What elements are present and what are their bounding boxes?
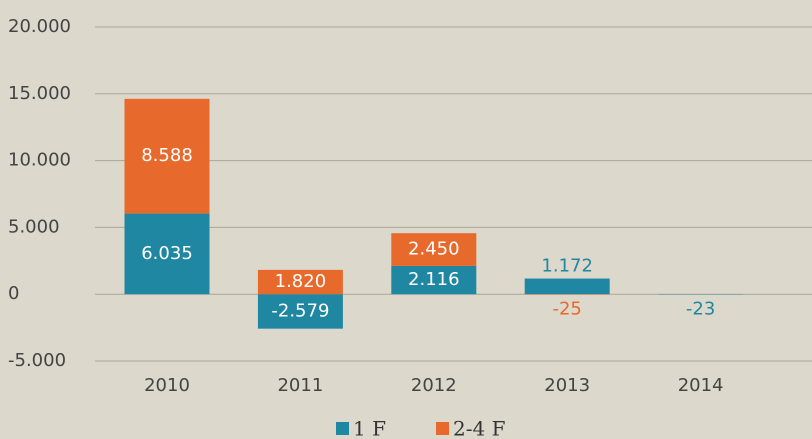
data-label: 6.035 <box>141 243 193 264</box>
data-label: -23 <box>686 299 715 320</box>
y-tick-label: 10.000 <box>8 150 71 171</box>
legend-label: 1 F <box>353 417 386 439</box>
data-label: 8.588 <box>141 145 193 166</box>
x-tick-label: 2013 <box>544 375 590 396</box>
x-tick-label: 2010 <box>144 375 190 396</box>
legend-label: 2-4 F <box>453 417 506 439</box>
x-tick-label: 2014 <box>678 375 724 396</box>
x-tick-label: 2012 <box>411 375 457 396</box>
bar <box>257 269 343 295</box>
y-tick-label: -5.000 <box>8 350 66 371</box>
y-tick-label: 0 <box>8 283 19 304</box>
bar <box>391 233 477 266</box>
data-label: 1.172 <box>541 256 593 277</box>
bar <box>391 265 477 295</box>
y-tick-label: 15.000 <box>8 83 71 104</box>
x-tick-label: 2011 <box>277 375 323 396</box>
data-label: -2.579 <box>271 300 329 321</box>
legend-swatch <box>336 422 349 435</box>
bar <box>124 98 210 214</box>
y-tick-label: 20.000 <box>8 16 71 37</box>
bar <box>257 294 343 329</box>
legend-swatch <box>436 422 449 435</box>
y-tick-label: 5.000 <box>8 216 60 237</box>
data-label: 2.116 <box>408 269 460 290</box>
data-label: -25 <box>552 299 581 320</box>
bar <box>524 278 610 295</box>
bar <box>124 213 210 295</box>
data-label: 1.820 <box>275 271 327 292</box>
data-label: 2.450 <box>408 239 460 260</box>
